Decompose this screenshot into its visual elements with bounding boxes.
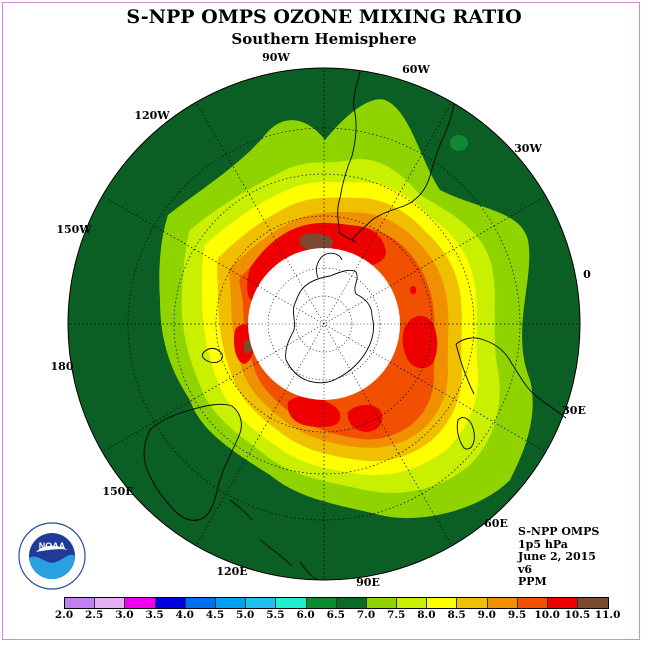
lon-label-180: 180 [51, 360, 74, 373]
colorbar-segment [427, 598, 458, 608]
colorbar-tick-label: 4.0 [175, 609, 194, 621]
lon-label-120e: 120E [216, 565, 247, 578]
colorbar-segment [155, 598, 186, 608]
colorbar-tick-label: 7.5 [387, 609, 406, 621]
lon-label-0: 0 [583, 268, 591, 281]
colorbar-ticks: 2.0 2.5 3.0 3.5 4.0 4.5 5.0 5.5 6.0 6.5 7.0 7.5 8.0 8… [50, 609, 621, 623]
colorbar-tick-label: 8.0 [417, 609, 436, 621]
colorbar-segment [95, 598, 126, 608]
colorbar-segment [578, 598, 609, 608]
colorbar-tick-label: 5.5 [266, 609, 285, 621]
colorbar-segment [276, 598, 307, 608]
colorbar-segment [65, 598, 96, 608]
colorbar-segment [397, 598, 428, 608]
noaa-logo: NOAA [18, 522, 86, 590]
coastline-africa [455, 337, 567, 419]
info-units: PPM [518, 575, 547, 589]
colorbar-tick-label: 3.0 [115, 609, 134, 621]
colorbar-segment [215, 598, 247, 608]
colorbar-tick-label: 2.5 [85, 609, 104, 621]
contour-10.0-east [402, 315, 438, 369]
lon-label-60e: 60E [484, 517, 508, 530]
colorbar-segment [487, 598, 518, 608]
map-border [67, 67, 581, 581]
colorbar-tick-label: 2.0 [54, 609, 74, 621]
lon-label-90w: 90W [262, 51, 290, 64]
meridians [68, 68, 580, 580]
info-instrument: S-NPP OMPS [518, 525, 600, 538]
info-date: June 2, 2015 [518, 550, 596, 564]
colorbar-segment [548, 598, 579, 608]
colorbar-segment [517, 598, 548, 608]
colorbar-segment [246, 598, 277, 608]
coastline-australia [143, 403, 242, 521]
map-title: S-NPP OMPS OZONE MIXING RATIO [126, 6, 522, 28]
lon-label-90e: 90E [356, 576, 380, 589]
colorbar-tick-label: 3.5 [145, 609, 164, 621]
figure-frame [2, 2, 640, 640]
colorbar-segment [306, 598, 337, 608]
colorbar-segment [457, 598, 488, 608]
contour-10.0-south2 [347, 404, 383, 432]
colorbar-segment [125, 598, 156, 608]
coastline-islands [229, 499, 319, 581]
coastline-peninsula [315, 252, 343, 279]
colorbar-tick-label: 6.0 [296, 609, 315, 621]
colorbar [64, 597, 610, 609]
contour-10.5-b [244, 340, 252, 354]
colorbar-tick-label: 9.5 [507, 609, 527, 621]
coastline-antarctica [285, 269, 375, 384]
noaa-logo-text: NOAA [39, 541, 66, 551]
lon-label-120w: 120W [134, 109, 170, 122]
coastline-new-zealand [201, 347, 223, 363]
colorbar-tick-label: 10.0 [534, 609, 560, 621]
map-subtitle: Southern Hemisphere [231, 30, 417, 48]
lon-label-150e: 150E [102, 485, 133, 498]
lon-label-30w: 30W [514, 142, 542, 155]
colorbar-segment [366, 598, 398, 608]
colorbar-segment [185, 598, 216, 608]
colorbar-tick-label: 9.0 [477, 609, 496, 621]
lon-label-60w: 60W [402, 63, 430, 76]
colorbar-tick-label: 5.0 [236, 609, 255, 621]
coastline-south-america [337, 71, 455, 243]
contour-6.5-spot [450, 135, 468, 151]
colorbar-tick-label: 4.5 [205, 609, 225, 621]
info-version: v6 [518, 562, 533, 576]
contour-10.0-south [287, 396, 341, 428]
colorbar-tick-label: 11.0 [594, 609, 621, 621]
colorbar-tick-label: 10.5 [564, 609, 591, 621]
info-level: 1p5 hPa [518, 537, 568, 551]
colorbar-tick-label: 6.5 [326, 609, 345, 621]
coastline-madagascar [456, 417, 475, 450]
contour-10.5-a [300, 233, 334, 251]
product-info: S-NPP OMPS 1p5 hPa June 2, 2015 v6 PPM [518, 525, 600, 589]
contour-10.0-spot [410, 285, 417, 295]
colorbar-tick-label: 7.0 [356, 609, 376, 621]
colorbar-tick-label: 8.5 [447, 609, 466, 621]
lon-label-30e: 30E [562, 404, 586, 417]
colorbar-segment [336, 598, 367, 608]
lon-label-150w: 150W [56, 223, 92, 236]
